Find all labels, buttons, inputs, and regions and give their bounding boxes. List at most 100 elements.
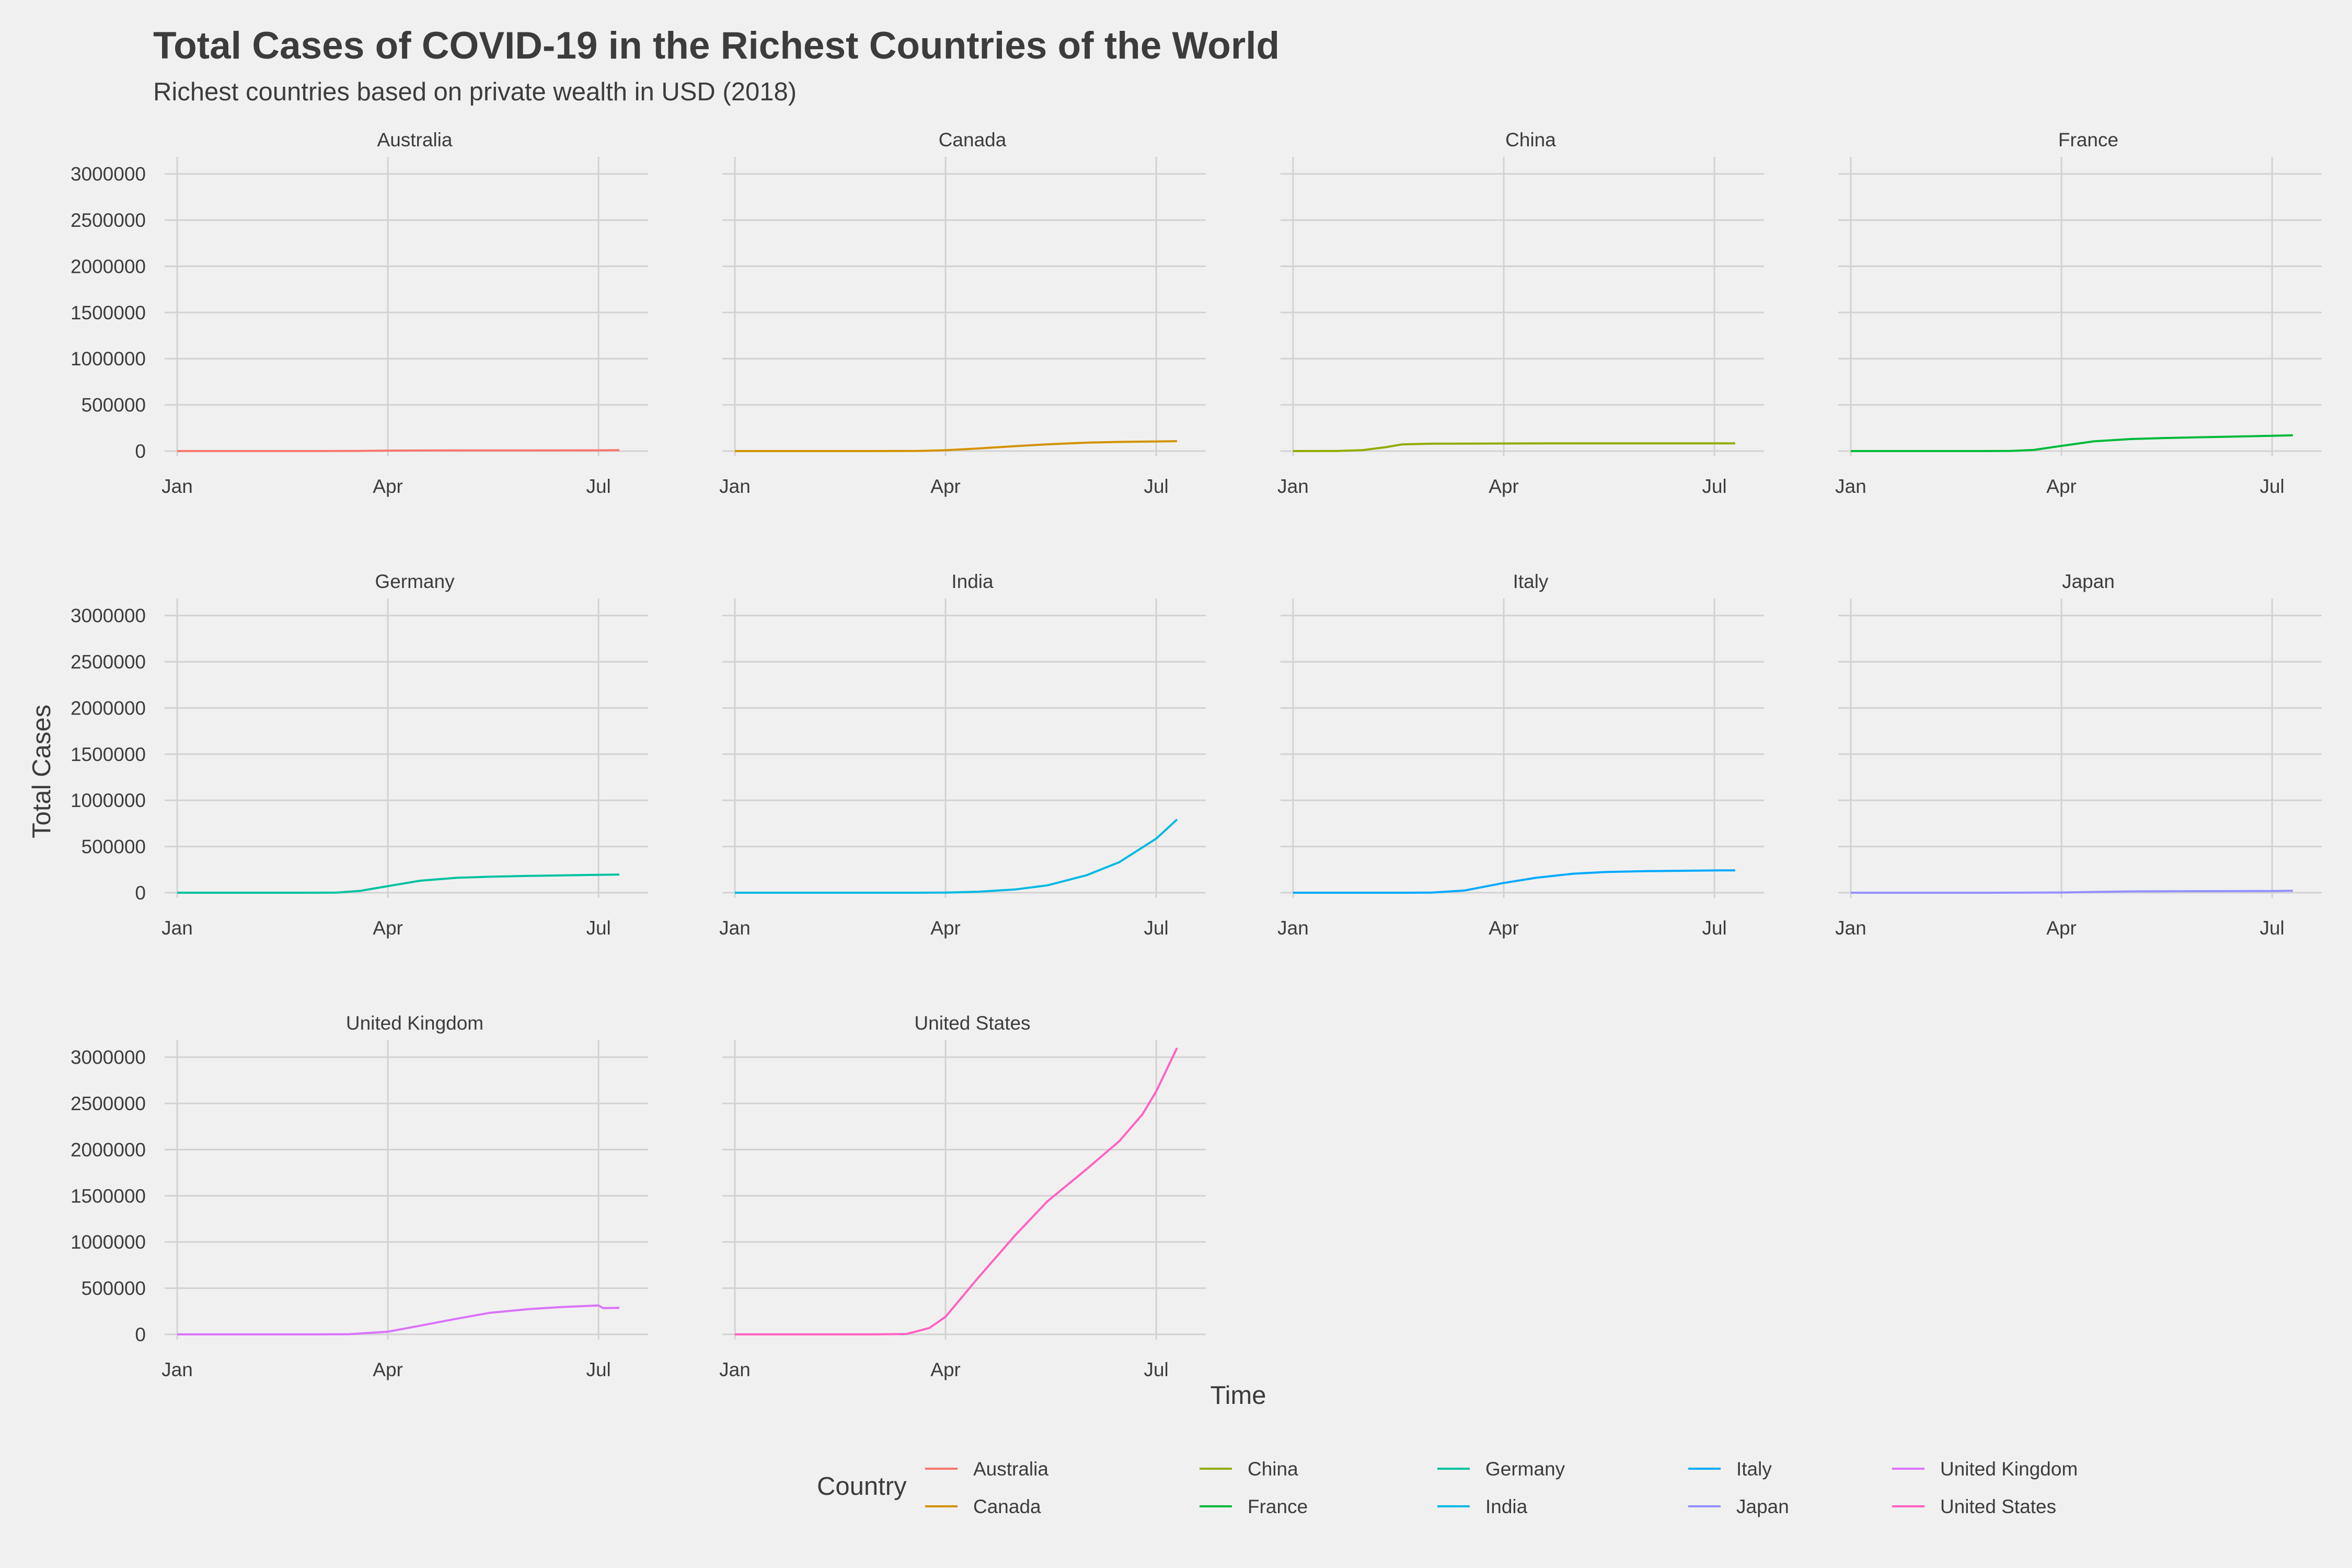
legend-label: France xyxy=(1248,1496,1308,1517)
facet-panels: Australia 0 500000 1000000 1500000 2000000 250… xyxy=(71,129,2322,1380)
facet-label: United Kingdom xyxy=(346,1012,483,1034)
series-line xyxy=(735,1047,1178,1335)
series-line xyxy=(1851,890,2293,894)
legend-label: United Kingdom xyxy=(1940,1458,2078,1480)
y-tick-label: 2500000 xyxy=(71,1093,146,1114)
y-tick-label: 1500000 xyxy=(71,1185,146,1207)
facet-label: France xyxy=(2058,129,2118,151)
x-tick-label: Apr xyxy=(930,917,961,939)
legend-item: United Kingdom xyxy=(1892,1458,2078,1480)
x-tick-label: Apr xyxy=(2046,476,2077,497)
x-tick-label: Apr xyxy=(930,476,961,497)
facet-panel: United Kingdom 0 500000 1000000 1500000 20000… xyxy=(71,1012,648,1380)
legend-item: China xyxy=(1200,1458,1298,1480)
facet-panel: United States Jan Apr Jul xyxy=(719,1012,1206,1380)
x-tick-label: Apr xyxy=(930,1359,961,1380)
y-tick-label: 1500000 xyxy=(71,302,146,324)
legend-item: Canada xyxy=(925,1496,1041,1517)
y-tick-label: 2000000 xyxy=(71,697,146,719)
y-tick-label: 500000 xyxy=(82,395,146,416)
legend-item: Germany xyxy=(1437,1458,1565,1480)
series-line xyxy=(735,440,1178,452)
x-tick-label: Jan xyxy=(719,917,751,939)
legend-item: Australia xyxy=(925,1458,1048,1480)
series-line xyxy=(177,449,620,452)
y-tick-label: 3000000 xyxy=(71,605,146,627)
facet-panel: Italy Jan Apr Jul xyxy=(1277,571,1764,939)
legend-label: China xyxy=(1248,1458,1298,1480)
series-line xyxy=(1293,442,1735,452)
y-tick-label: 3000000 xyxy=(71,164,146,185)
x-tick-label: Jul xyxy=(1702,917,1726,939)
facet-panel: Japan Jan Apr Jul xyxy=(1835,571,2322,939)
y-tick-label: 500000 xyxy=(82,1278,146,1299)
legend: Australia Canada China France Germany India It… xyxy=(925,1458,2078,1517)
y-tick-label: 1000000 xyxy=(71,1231,146,1253)
facet-label: United States xyxy=(914,1012,1030,1034)
x-tick-label: Jul xyxy=(1144,1359,1168,1380)
legend-label: Australia xyxy=(973,1458,1048,1480)
x-tick-label: Jul xyxy=(586,917,610,939)
y-tick-label: 0 xyxy=(135,1324,146,1345)
x-tick-label: Jul xyxy=(2259,476,2284,497)
series-line xyxy=(1851,434,2293,452)
y-tick-label: 2500000 xyxy=(71,651,146,673)
x-tick-label: Apr xyxy=(2046,917,2077,939)
x-tick-label: Jan xyxy=(719,476,751,497)
x-tick-label: Jan xyxy=(1277,917,1309,939)
y-axis-title: Total Cases xyxy=(28,705,56,838)
x-tick-label: Jan xyxy=(162,476,193,497)
y-tick-label: 1000000 xyxy=(71,790,146,811)
facet-panel: India Jan Apr Jul xyxy=(719,571,1206,939)
legend-label: Germany xyxy=(1485,1458,1565,1480)
y-tick-label: 500000 xyxy=(82,836,146,858)
x-tick-label: Jul xyxy=(1702,476,1726,497)
x-tick-label: Apr xyxy=(373,476,403,497)
x-tick-label: Jan xyxy=(1277,476,1309,497)
facet-label: India xyxy=(951,571,994,592)
chart-subtitle: Richest countries based on private wealt… xyxy=(153,78,797,106)
legend-item: Italy xyxy=(1688,1458,1772,1480)
legend-label: United States xyxy=(1940,1496,2056,1517)
x-tick-label: Jan xyxy=(719,1359,751,1380)
x-tick-label: Jan xyxy=(162,1359,193,1380)
x-tick-label: Jan xyxy=(1835,476,1866,497)
legend-title: Country xyxy=(817,1472,907,1501)
x-tick-label: Jul xyxy=(1144,917,1168,939)
legend-label: Japan xyxy=(1736,1496,1789,1517)
y-tick-label: 0 xyxy=(135,441,146,462)
legend-item: United States xyxy=(1892,1496,2056,1517)
legend-item: Japan xyxy=(1688,1496,1789,1517)
facet-label: Australia xyxy=(377,129,453,151)
facet-label: Italy xyxy=(1513,571,1549,592)
facet-panel: Canada Jan Apr Jul xyxy=(719,129,1206,497)
legend-item: France xyxy=(1200,1496,1308,1517)
x-tick-label: Apr xyxy=(373,1359,403,1380)
x-tick-label: Apr xyxy=(1489,476,1519,497)
facet-label: Germany xyxy=(375,571,455,592)
series-line xyxy=(735,818,1178,894)
x-tick-label: Jan xyxy=(162,917,193,939)
x-tick-label: Jul xyxy=(586,1359,610,1380)
facet-label: China xyxy=(1505,129,1556,151)
y-tick-label: 2500000 xyxy=(71,210,146,231)
y-tick-label: 1000000 xyxy=(71,348,146,370)
x-axis-title: Time xyxy=(1210,1381,1266,1410)
series-line xyxy=(1293,869,1736,894)
y-tick-label: 3000000 xyxy=(71,1047,146,1068)
facet-panel: France Jan Apr Jul xyxy=(1835,129,2322,497)
y-tick-label: 1500000 xyxy=(71,744,146,765)
facet-label: Japan xyxy=(2062,571,2115,592)
y-tick-label: 2000000 xyxy=(71,256,146,277)
x-tick-label: Jul xyxy=(586,476,610,497)
y-tick-label: 0 xyxy=(135,882,146,904)
chart-title: Total Cases of COVID-19 in the Richest C… xyxy=(153,25,1279,67)
x-tick-label: Jul xyxy=(1144,476,1168,497)
x-tick-label: Jan xyxy=(1835,917,1866,939)
legend-item: India xyxy=(1437,1496,1528,1517)
legend-label: Canada xyxy=(973,1496,1041,1517)
x-tick-label: Apr xyxy=(373,917,403,939)
x-tick-label: Jul xyxy=(2259,917,2284,939)
legend-label: Italy xyxy=(1736,1458,1772,1480)
